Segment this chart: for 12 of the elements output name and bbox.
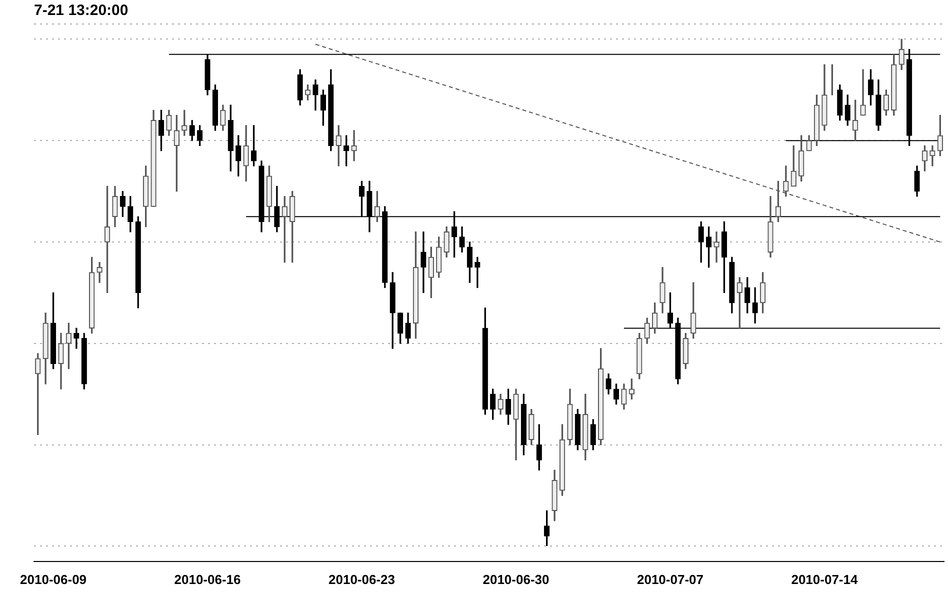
- candlestick: [420, 232, 426, 294]
- chart-title: 7-21 13:20:00: [34, 2, 128, 20]
- candlestick: [474, 256, 480, 288]
- candlestick: [860, 69, 866, 116]
- candlestick: [351, 130, 357, 162]
- x-tick-label: 2010-06-16: [174, 572, 241, 587]
- x-tick-label: 2010-06-30: [482, 572, 550, 587]
- x-tick-label: 2010-06-09: [20, 572, 87, 587]
- candlestick: [714, 232, 720, 263]
- x-tick-label: 2010-07-14: [791, 572, 858, 587]
- x-tick-label: 2010-07-07: [636, 572, 704, 587]
- x-tick-label: 2010-06-23: [328, 572, 396, 587]
